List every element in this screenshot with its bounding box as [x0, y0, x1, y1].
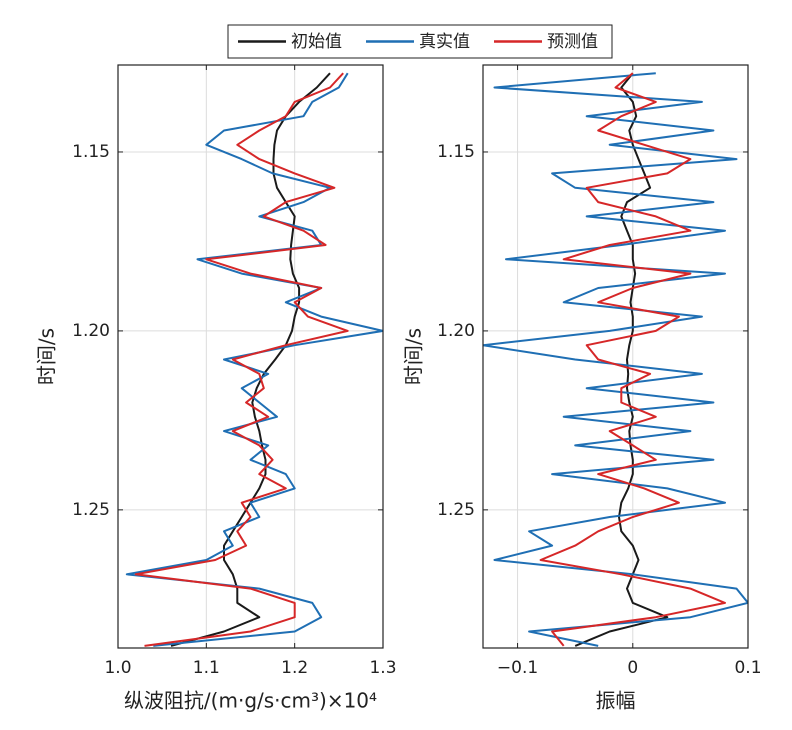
y-tick-label: 1.20 — [72, 321, 110, 341]
line-series — [483, 72, 748, 647]
plot-area — [483, 72, 748, 647]
y-axis-label: 时间/s — [402, 328, 426, 385]
x-tick-label: −0.1 — [497, 658, 538, 678]
y-tick-label: 1.25 — [437, 500, 475, 520]
x-tick-label: 0 — [627, 658, 638, 678]
axes-frame — [482, 64, 749, 649]
legend: 初始值 真实值 预测值 — [227, 24, 613, 59]
y-tick-label: 1.20 — [437, 321, 475, 341]
line-series — [125, 72, 383, 647]
y-tick-label: 1.25 — [72, 500, 110, 520]
x-tick-label: 1.2 — [281, 658, 308, 678]
line-series — [539, 72, 726, 647]
x-tick-label: 0.1 — [734, 658, 761, 678]
line-series — [170, 72, 331, 647]
y-tick-label: 1.15 — [72, 142, 110, 162]
x-tick-label: 1.3 — [369, 658, 396, 678]
x-tick-label: 1.1 — [193, 658, 220, 678]
y-axis-label: 时间/s — [35, 328, 59, 385]
axes-frame — [117, 64, 384, 649]
legend-label: 真实值 — [419, 32, 470, 52]
x-axis-label: 纵波阻抗/(m·g/s·cm³)×10⁴ — [124, 689, 377, 713]
line-series — [134, 72, 349, 647]
legend-label: 预测值 — [547, 32, 598, 52]
line-series — [574, 72, 669, 647]
plot-area — [125, 72, 383, 647]
x-tick-label: 1.0 — [104, 658, 131, 678]
legend-box — [227, 24, 613, 59]
x-axis-label: 振幅 — [596, 689, 636, 713]
legend-label: 初始值 — [291, 32, 342, 52]
y-tick-label: 1.15 — [437, 142, 475, 162]
